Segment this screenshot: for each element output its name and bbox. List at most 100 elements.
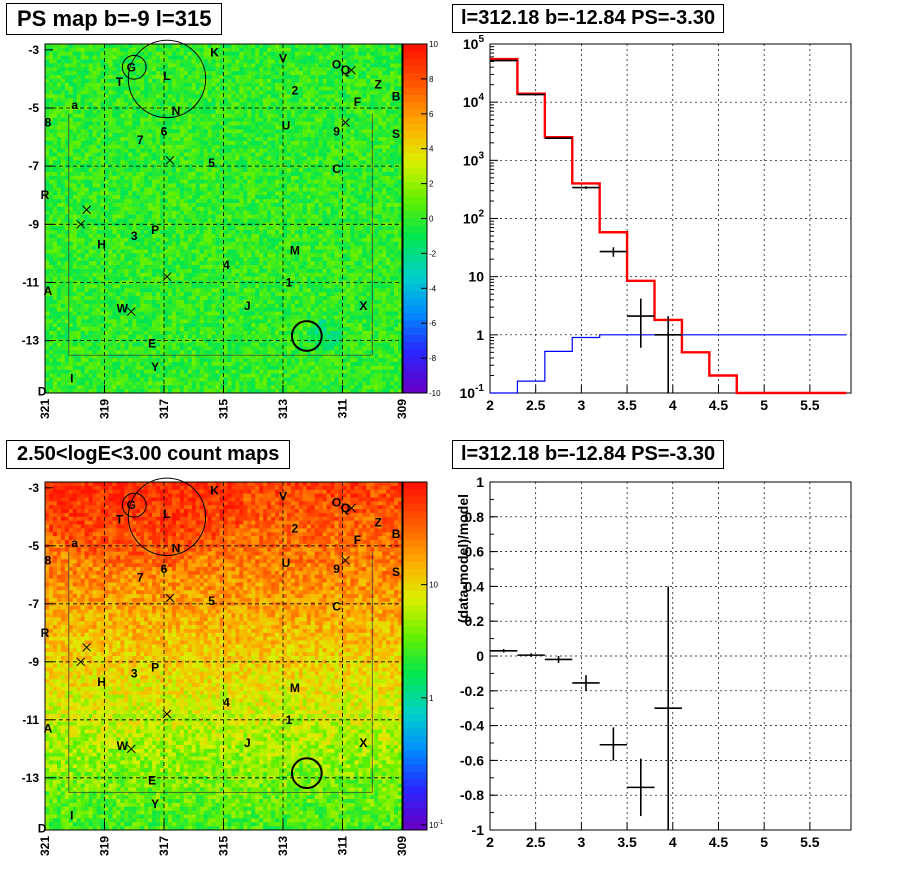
ps-map-y-tick: -11 <box>22 275 39 289</box>
ps-map-colorbar-tick: 8 <box>429 75 434 84</box>
spectrum-x-tick: 5 <box>760 397 768 413</box>
residual-x-tick: 4 <box>669 834 677 850</box>
residual-title: l=312.18 b=-12.84 PS=-3.30 <box>452 440 725 469</box>
count-map-title: 2.50<logE<3.00 count maps <box>6 440 291 469</box>
count-map-y-tick: -11 <box>22 713 39 727</box>
ps-map-source-label: 1 <box>286 275 293 289</box>
spectrum-x-tick: 2 <box>486 397 494 413</box>
count-map-source-cross <box>347 503 356 513</box>
spectrum-x-tick: 3.5 <box>617 397 637 413</box>
ps-map-colorbar-tick: -4 <box>429 284 437 293</box>
residual-y-tick: -1 <box>472 822 485 838</box>
ps-map-source-label: 5 <box>208 156 215 170</box>
ps-map-source-label: 9 <box>333 124 340 138</box>
count-map-x-tick: 317 <box>157 836 171 856</box>
spectrum-y-tick: 105 <box>463 34 485 52</box>
count-map-source-cross <box>82 642 92 652</box>
ps-map-heatmap <box>45 44 403 394</box>
spectrum-x-tick: 4.5 <box>709 397 729 413</box>
ps-map-source-label: C <box>332 162 341 176</box>
ps-map-source-label: O <box>332 57 341 71</box>
count-map-source-circle <box>127 477 207 556</box>
ps-map-source-label: M <box>290 243 300 257</box>
count-map-y-tick: -3 <box>28 481 39 495</box>
residual-grid <box>490 482 851 830</box>
spectrum-y-tick: 104 <box>463 92 485 110</box>
spectrum-y-tick: 102 <box>463 209 485 227</box>
ps-map-source-label: 4 <box>223 258 230 272</box>
residual-y-tick: -0.6 <box>460 752 484 768</box>
ps-map-source-label: R <box>41 188 50 202</box>
ps-map-colorbar-tick: 2 <box>429 180 434 189</box>
count-map-y-tick: -13 <box>22 771 40 785</box>
ps-map-source-label: Z <box>375 78 382 92</box>
ps-map-source-label: 6 <box>161 124 168 138</box>
count-map-y-tick: -7 <box>28 597 39 611</box>
count-map-x-tick: 315 <box>217 836 231 856</box>
ps-map-colorbar-tick: -8 <box>429 354 437 363</box>
count-map-source-label: P <box>151 661 159 675</box>
ps-map-colorbar-tick: 6 <box>429 110 434 119</box>
residual-y-tick: -0.8 <box>460 787 484 803</box>
count-map-source-label: H <box>97 675 106 689</box>
spectrum-x-tick: 5.5 <box>800 397 820 413</box>
count-map-source-label: Q <box>341 501 350 515</box>
count-map-source-label: N <box>172 542 181 556</box>
ps-map-colorbar-tick: -10 <box>429 389 441 398</box>
count-map-source-label: C <box>332 600 341 614</box>
ps-map-source-label: B <box>392 89 401 103</box>
spectrum-title: l=312.18 b=-12.84 PS=-3.30 <box>452 4 725 33</box>
ps-map-source-label: a <box>71 98 78 112</box>
count-map-source-label: A <box>44 722 53 736</box>
ps-map-source-label: E <box>148 337 156 351</box>
residual-y-tick: 0.4 <box>465 578 485 594</box>
residual-x-tick: 4.5 <box>709 834 729 850</box>
ps-map-x-tick: 321 <box>38 399 52 419</box>
spectrum-y-tick: 10 <box>468 269 484 285</box>
count-map-source-label: M <box>290 681 300 695</box>
count-map-source-label: K <box>210 484 219 498</box>
ps-map-source-label: 3 <box>131 229 138 243</box>
ps-map-source-label: 2 <box>292 84 299 98</box>
ps-map-source-label: U <box>282 118 291 132</box>
ps-map-source-label: P <box>151 223 159 237</box>
model-histogram <box>490 57 847 395</box>
spectrum-x-tick: 3 <box>577 397 585 413</box>
count-map-source-label: T <box>116 513 124 527</box>
ps-map-x-tick: 313 <box>276 399 290 419</box>
count-map-x-tick: 313 <box>276 836 290 856</box>
ps-map-source-cross <box>82 205 92 215</box>
ps-map-title: PS map b=-9 l=315 <box>6 3 223 35</box>
residual-y-tick: -0.4 <box>460 718 484 734</box>
ps-map-source-label: H <box>97 238 106 252</box>
ps-map-y-tick: -7 <box>28 159 39 173</box>
count-map-region-outline <box>68 551 373 793</box>
residual-x-tick: 2.5 <box>526 834 546 850</box>
count-map-source-label: R <box>41 626 50 640</box>
residual-y-tick: 0.6 <box>465 544 485 560</box>
ps-map-source-cross <box>347 65 356 75</box>
ps-map-grid <box>45 44 402 393</box>
ps-map-region-outline <box>68 113 373 356</box>
ps-map-source-label: W <box>117 302 129 316</box>
background-histogram <box>490 334 847 394</box>
count-map-colorbar <box>402 481 428 831</box>
spectrum-x-tick: 2.5 <box>526 397 546 413</box>
ps-map-source-label: V <box>279 52 287 66</box>
count-map-source-label: 7 <box>137 571 144 585</box>
ps-map-source-cross <box>126 307 136 316</box>
ps-map-source-cross <box>165 155 175 165</box>
ps-map-source-label: K <box>210 46 219 60</box>
spectrum-x-tick: 4 <box>669 397 677 413</box>
spectrum-y-tick: 1 <box>476 327 484 343</box>
residual-x-tick: 5.5 <box>800 834 820 850</box>
count-map-source-circle <box>121 492 147 518</box>
count-map-source-label: V <box>279 490 287 504</box>
residual-y-tick: 0.2 <box>465 613 485 629</box>
count-map-source-cross <box>341 555 350 565</box>
ps-map-source-label: T <box>116 75 124 89</box>
count-map-colorbar-tick: 10 <box>429 581 438 590</box>
ps-map-y-tick: -5 <box>28 101 39 115</box>
ps-map-source-cross <box>162 272 172 282</box>
